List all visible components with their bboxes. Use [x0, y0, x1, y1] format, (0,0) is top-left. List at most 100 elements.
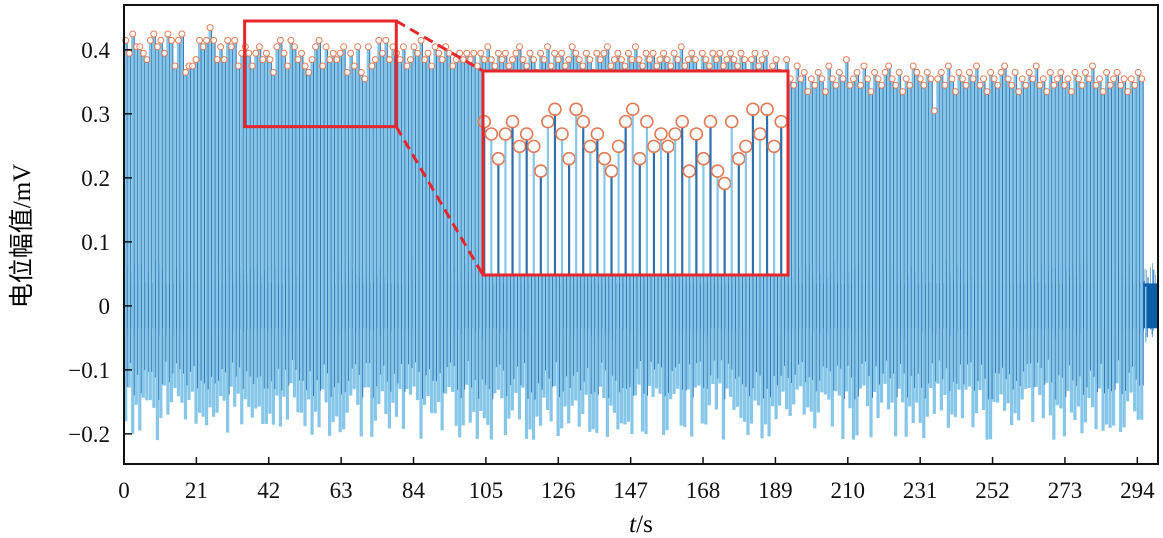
- peak-marker: [663, 56, 671, 64]
- peak-marker: [790, 81, 798, 89]
- peak-marker: [586, 56, 594, 64]
- peak-marker: [491, 62, 499, 70]
- inset-peak-marker: [703, 114, 718, 129]
- peak-marker: [505, 62, 513, 70]
- peak-marker: [853, 68, 861, 76]
- peak-marker: [347, 49, 355, 57]
- peak-marker: [730, 56, 738, 64]
- peak-marker: [639, 62, 647, 70]
- peak-marker: [143, 56, 151, 64]
- peak-marker: [449, 62, 457, 70]
- peak-marker: [923, 68, 931, 76]
- inset-peak-marker: [640, 114, 654, 129]
- x-tick-label: 21: [185, 478, 208, 503]
- peak-marker: [568, 43, 576, 51]
- peak-marker: [941, 81, 949, 89]
- peak-marker: [473, 62, 481, 70]
- peak-marker: [1089, 62, 1097, 70]
- peak-marker: [944, 62, 952, 70]
- peak-marker: [913, 68, 921, 76]
- peak-marker: [224, 36, 232, 44]
- peak-marker: [368, 62, 376, 70]
- peak-marker: [1036, 81, 1044, 89]
- peak-marker: [266, 56, 274, 64]
- y-axis: 0.4 0.3 0.2 0.1 0 −0.1 −0.2: [68, 38, 132, 447]
- peak-marker: [1081, 68, 1089, 76]
- inset-frame: [481, 69, 790, 277]
- peak-marker: [814, 68, 822, 76]
- peak-marker: [428, 62, 436, 70]
- inset-peak-marker: [576, 114, 591, 129]
- peak-marker: [1099, 88, 1107, 96]
- signal-layer: [124, 30, 1158, 441]
- peak-marker: [656, 56, 664, 64]
- peak-marker: [153, 43, 161, 51]
- x-tick-label: 294: [1120, 478, 1155, 503]
- peak-marker: [210, 36, 218, 44]
- peak-marker: [248, 62, 256, 70]
- peak-marker: [157, 36, 165, 44]
- peak-marker: [558, 49, 566, 57]
- peak-marker: [322, 43, 330, 51]
- peak-marker: [547, 62, 555, 70]
- x-tick-label: 189: [758, 478, 793, 503]
- peak-marker: [273, 43, 281, 51]
- peak-marker: [494, 49, 502, 57]
- peak-marker: [1092, 81, 1100, 89]
- peak-marker: [895, 68, 903, 76]
- peak-marker: [290, 43, 298, 51]
- peak-marker: [1008, 81, 1016, 89]
- peak-marker: [196, 36, 204, 44]
- peak-marker: [575, 56, 583, 64]
- peak-marker: [1057, 68, 1065, 76]
- peak-marker: [684, 56, 692, 64]
- peak-marker: [544, 43, 552, 51]
- peak-marker: [881, 68, 889, 76]
- inset-peak-marker: [597, 151, 612, 166]
- peak-marker: [217, 43, 225, 51]
- y-tick-label: −0.1: [68, 358, 110, 383]
- peak-marker: [350, 62, 358, 70]
- peak-marker: [670, 49, 678, 57]
- peak-marker: [301, 62, 309, 70]
- peak-marker: [1110, 75, 1118, 83]
- zoom-inset: [243, 19, 790, 277]
- peak-marker: [361, 75, 369, 83]
- peak-marker: [1103, 68, 1111, 76]
- inset-peak-marker: [526, 139, 541, 154]
- inset-peak-marker: [484, 127, 499, 141]
- peak-marker: [878, 81, 886, 89]
- peak-marker: [234, 62, 242, 70]
- peak-marker: [726, 49, 734, 57]
- peak-marker: [329, 49, 337, 57]
- peak-marker: [459, 56, 467, 64]
- peak-marker: [315, 36, 323, 44]
- peak-marker: [414, 49, 422, 57]
- peak-marker: [498, 56, 506, 64]
- peak-marker: [508, 56, 516, 64]
- peak-marker: [477, 49, 485, 57]
- peak-marker: [501, 49, 509, 57]
- peak-marker: [189, 62, 197, 70]
- peak-marker: [445, 49, 453, 57]
- peak-marker: [375, 36, 383, 44]
- inset-background: [483, 71, 788, 275]
- peak-marker: [871, 68, 879, 76]
- peak-marker: [621, 62, 629, 70]
- peak-marker: [927, 75, 935, 83]
- peak-marker: [1138, 75, 1146, 83]
- peak-marker: [631, 43, 639, 51]
- peak-marker: [709, 49, 717, 57]
- peak-marker: [698, 49, 706, 57]
- peak-marker: [1085, 75, 1093, 83]
- peak-marker: [343, 68, 351, 76]
- peak-marker: [312, 43, 320, 51]
- peak-marker: [1096, 75, 1104, 83]
- peak-marker: [515, 43, 523, 51]
- peak-marker: [712, 56, 720, 64]
- peak-marker: [1029, 75, 1037, 83]
- zoom-source-box: [243, 19, 398, 129]
- peak-marker: [385, 56, 393, 64]
- peak-marker: [997, 68, 1005, 76]
- peak-marker: [688, 49, 696, 57]
